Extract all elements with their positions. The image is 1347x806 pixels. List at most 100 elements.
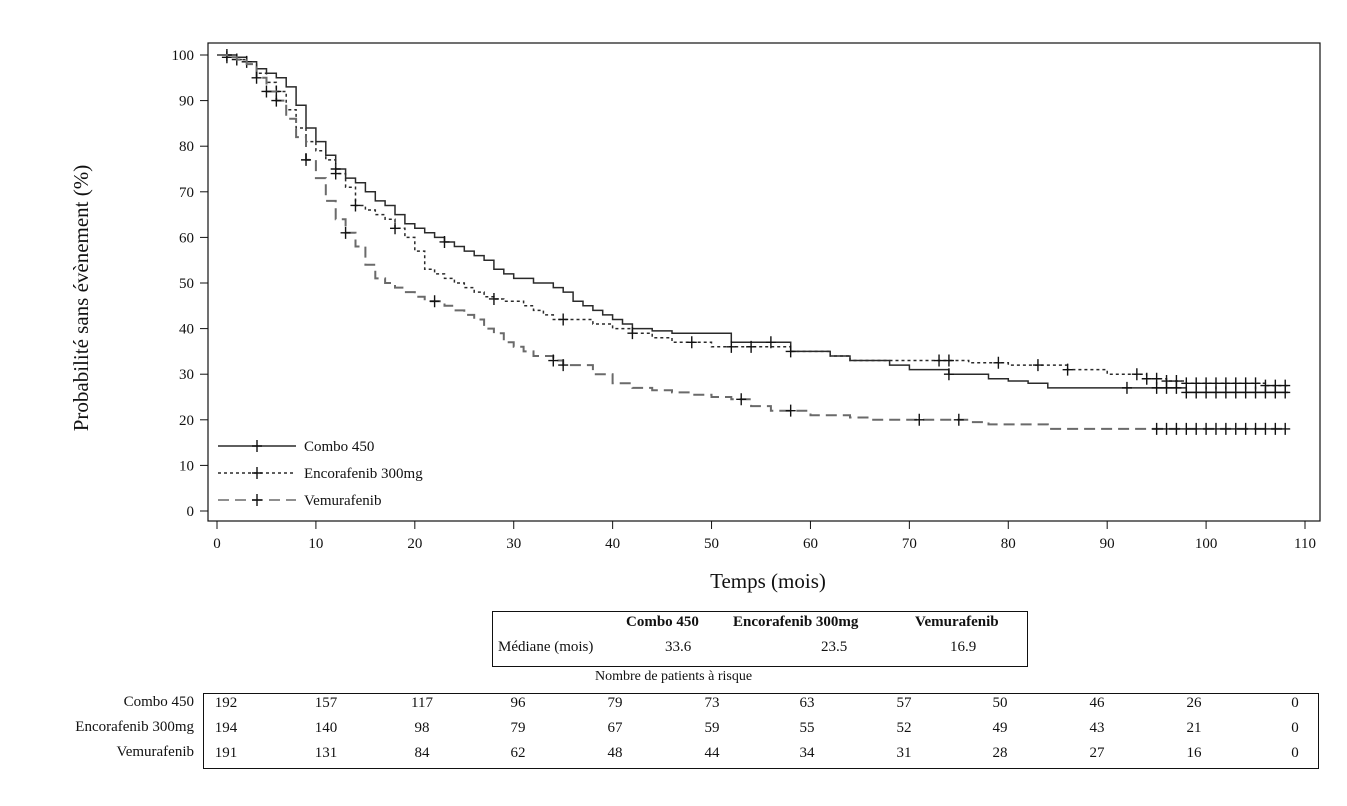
censor-mark <box>488 292 499 305</box>
x-tick-label: 60 <box>803 536 818 552</box>
risk-table: 192 157 117 96 79 73 63 57 50 46 26 0 194 140 98 79 67 59… <box>203 693 1319 769</box>
x-tick-label: 70 <box>902 536 917 552</box>
censor-mark <box>1171 422 1182 435</box>
y-tick-label: 80 <box>179 139 194 155</box>
y-tick-label: 50 <box>179 276 194 292</box>
censor-mark <box>765 336 776 349</box>
censor-mark <box>1191 422 1202 435</box>
risk-cell: 117 <box>411 695 433 711</box>
x-tick-label: 50 <box>704 536 719 552</box>
censor-mark <box>1201 377 1212 390</box>
censor-mark <box>785 404 796 417</box>
x-tick-label: 20 <box>407 536 422 552</box>
risk-cell: 191 <box>214 745 238 761</box>
risk-cell: 26 <box>1186 695 1202 711</box>
censor-mark <box>1260 422 1271 435</box>
censor-mark <box>1220 377 1231 390</box>
censor-mark <box>1151 422 1162 435</box>
risk-cell: 59 <box>704 720 720 736</box>
censor-mark <box>1181 422 1192 435</box>
risk-cell: 55 <box>799 720 815 736</box>
censor-mark <box>221 51 232 64</box>
y-tick-label: 10 <box>179 458 194 474</box>
risk-cell: 157 <box>314 695 338 711</box>
censor-mark <box>1250 422 1261 435</box>
censor-mark <box>330 167 341 180</box>
y-axis: 0 10 20 30 40 50 60 70 80 90 100 <box>172 48 208 520</box>
x-axis: 0 10 20 30 40 50 60 70 80 90 100 110 <box>213 521 1316 552</box>
censor-mark <box>1230 422 1241 435</box>
censor-mark <box>1270 379 1281 392</box>
series-line <box>217 54 1289 430</box>
legend-item-1: Combo 450 <box>218 439 374 455</box>
risk-cell: 79 <box>607 695 623 711</box>
median-value-vemurafenib: 16.9 <box>950 639 977 655</box>
y-tick-label: 70 <box>179 185 194 201</box>
plot-frame <box>207 42 1321 522</box>
risk-cell: 0 <box>1291 720 1299 736</box>
risk-cell: 0 <box>1291 695 1299 711</box>
median-value-combo: 33.6 <box>665 639 692 655</box>
censor-mark <box>1131 368 1142 381</box>
censor-mark <box>686 336 697 349</box>
series-1 <box>217 49 1291 399</box>
y-tick-label: 40 <box>179 322 194 338</box>
risk-label-encorafenib: Encorafenib 300mg <box>75 719 194 735</box>
x-tick-label: 90 <box>1100 536 1115 552</box>
censor-mark <box>1250 377 1261 390</box>
censor-mark <box>558 359 569 372</box>
risk-cell: 63 <box>799 695 815 711</box>
median-header-encorafenib: Encorafenib 300mg <box>733 614 859 630</box>
censor-mark <box>1151 372 1162 385</box>
y-tick-label: 90 <box>179 94 194 110</box>
censor-mark <box>736 393 747 406</box>
risk-cell: 0 <box>1291 745 1299 761</box>
risk-table-title: Nombre de patients à risque <box>594 669 753 684</box>
legend-label: Encorafenib 300mg <box>304 466 423 482</box>
censor-mark <box>1220 422 1231 435</box>
x-tick-label: 0 <box>213 536 221 552</box>
risk-cell: 49 <box>992 720 1008 736</box>
censor-mark <box>627 327 638 340</box>
censor-mark <box>1280 422 1291 435</box>
legend-label: Vemurafenib <box>304 493 381 509</box>
censor-mark <box>1121 381 1132 394</box>
x-tick-label: 40 <box>605 536 620 552</box>
legend-censor-mark <box>252 494 262 506</box>
risk-cell: 194 <box>214 720 238 736</box>
censor-mark <box>390 222 401 235</box>
risk-label-combo: Combo 450 <box>123 694 194 710</box>
censor-mark <box>943 368 954 381</box>
risk-cell: 50 <box>992 695 1008 711</box>
risk-cell: 84 <box>414 745 430 761</box>
y-tick-label: 60 <box>179 230 194 246</box>
risk-cell: 192 <box>214 695 238 711</box>
censor-mark <box>1201 422 1212 435</box>
risk-cell: 62 <box>510 745 526 761</box>
y-tick-label: 30 <box>179 367 194 383</box>
censor-mark <box>1141 372 1152 385</box>
censor-mark <box>934 354 945 367</box>
censor-mark <box>746 340 757 353</box>
risk-cell: 140 <box>314 720 338 736</box>
legend-label: Combo 450 <box>304 439 374 455</box>
legend-censor-mark <box>252 467 262 479</box>
censor-mark <box>1161 375 1172 388</box>
censor-mark <box>251 71 262 84</box>
censor-mark <box>1032 359 1043 372</box>
risk-cell: 96 <box>510 695 526 711</box>
censor-mark <box>1230 377 1241 390</box>
risk-cell: 79 <box>510 720 526 736</box>
censor-mark <box>301 153 312 166</box>
series-line <box>217 54 1289 387</box>
legend: Combo 450 Encorafenib 300mg Vemurafenib <box>218 439 423 509</box>
y-tick-label: 0 <box>187 504 195 520</box>
censor-mark <box>785 345 796 358</box>
median-header-vemurafenib: Vemurafenib <box>915 614 999 630</box>
censor-mark <box>558 313 569 326</box>
censor-mark <box>439 235 450 248</box>
censor-mark <box>726 340 737 353</box>
y-tick-label: 20 <box>179 413 194 429</box>
risk-cell: 131 <box>314 745 338 761</box>
legend-item-3: Vemurafenib <box>218 493 381 509</box>
